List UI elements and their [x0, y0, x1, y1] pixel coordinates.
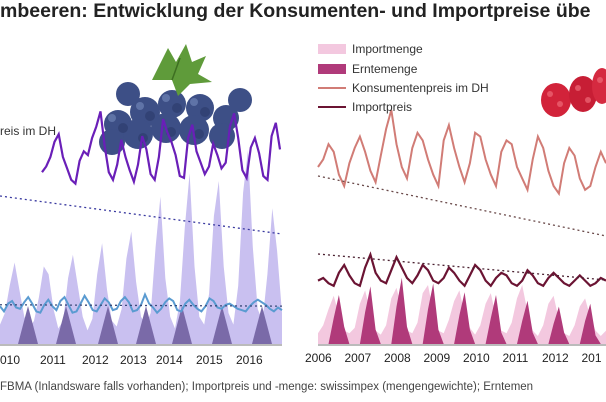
trend-konsumentenpreis-himbeeren [317, 175, 606, 237]
trend-importpreis-heidelbeeren [0, 304, 283, 307]
raspberry-image [541, 68, 606, 117]
x-tick-label-right-3: 2009 [424, 351, 451, 365]
trend-importpreis-himbeeren [317, 253, 606, 281]
x-tick-label-right-0: 2006 [305, 351, 332, 365]
left-legend-label-price: reis im DH [0, 124, 56, 138]
x-tick-label-left-1: 2011 [40, 353, 66, 367]
source-footnote: FBMA (Inlandsware falls vorhanden); Impo… [0, 381, 534, 393]
right-legend: Importmenge Erntemenge Konsumentenpreis … [318, 42, 489, 114]
legend-swatch-importmenge [318, 44, 346, 54]
harvest-peak-4 [172, 306, 192, 344]
x-tick-label-right-4: 2010 [463, 351, 490, 365]
line-konsumentenpreis-himbeeren [317, 109, 606, 197]
area-importmenge-heidelbeeren [0, 150, 282, 344]
harvest-peak-0 [18, 306, 38, 344]
harvest-peak-3 [136, 306, 156, 344]
area-erntemenge-himbeeren [318, 277, 606, 344]
harvest-peak-5 [212, 306, 232, 344]
x-tick-label-right-5: 2011 [503, 351, 529, 365]
x-tick-label-left-3: 2013 [120, 353, 147, 367]
line-price-heidelbeeren [41, 111, 282, 186]
trend-price-heidelbeeren [0, 195, 283, 235]
chart-title: mbeeren: Entwicklung der Konsumenten- un… [0, 0, 591, 22]
line-importpreis-himbeeren [317, 251, 606, 288]
legend-label-erntemenge: Erntemenge [352, 62, 418, 76]
legend-label-konsumentenpreis: Konsumentenpreis im DH [352, 81, 489, 95]
legend-label-importmenge: Importmenge [352, 42, 423, 56]
x-tick-label-right-7: 201 [582, 351, 602, 365]
x-tick-label-left-2: 2012 [82, 353, 109, 367]
harvest-peak-6 [252, 306, 272, 344]
x-tick-label-left-5: 2015 [196, 353, 223, 367]
x-tick-label-right-2: 2008 [384, 351, 411, 365]
right-chart: 2006 2007 2008 2009 2010 2011 2012 201 [305, 109, 606, 365]
legend-label-importpreis: Importpreis [352, 100, 412, 114]
left-chart: 010 2011 2012 2013 2014 2015 2016 [0, 111, 283, 367]
harvest-peak-2 [98, 306, 118, 344]
x-tick-label-left-4: 2014 [156, 353, 183, 367]
x-tick-label-left-0: 010 [0, 353, 20, 367]
x-tick-label-left-6: 2016 [236, 353, 263, 367]
x-tick-label-right-6: 2012 [542, 351, 569, 365]
harvest-peak-1 [56, 306, 76, 344]
x-tick-label-right-1: 2007 [345, 351, 372, 365]
legend-swatch-erntemenge [318, 64, 346, 74]
